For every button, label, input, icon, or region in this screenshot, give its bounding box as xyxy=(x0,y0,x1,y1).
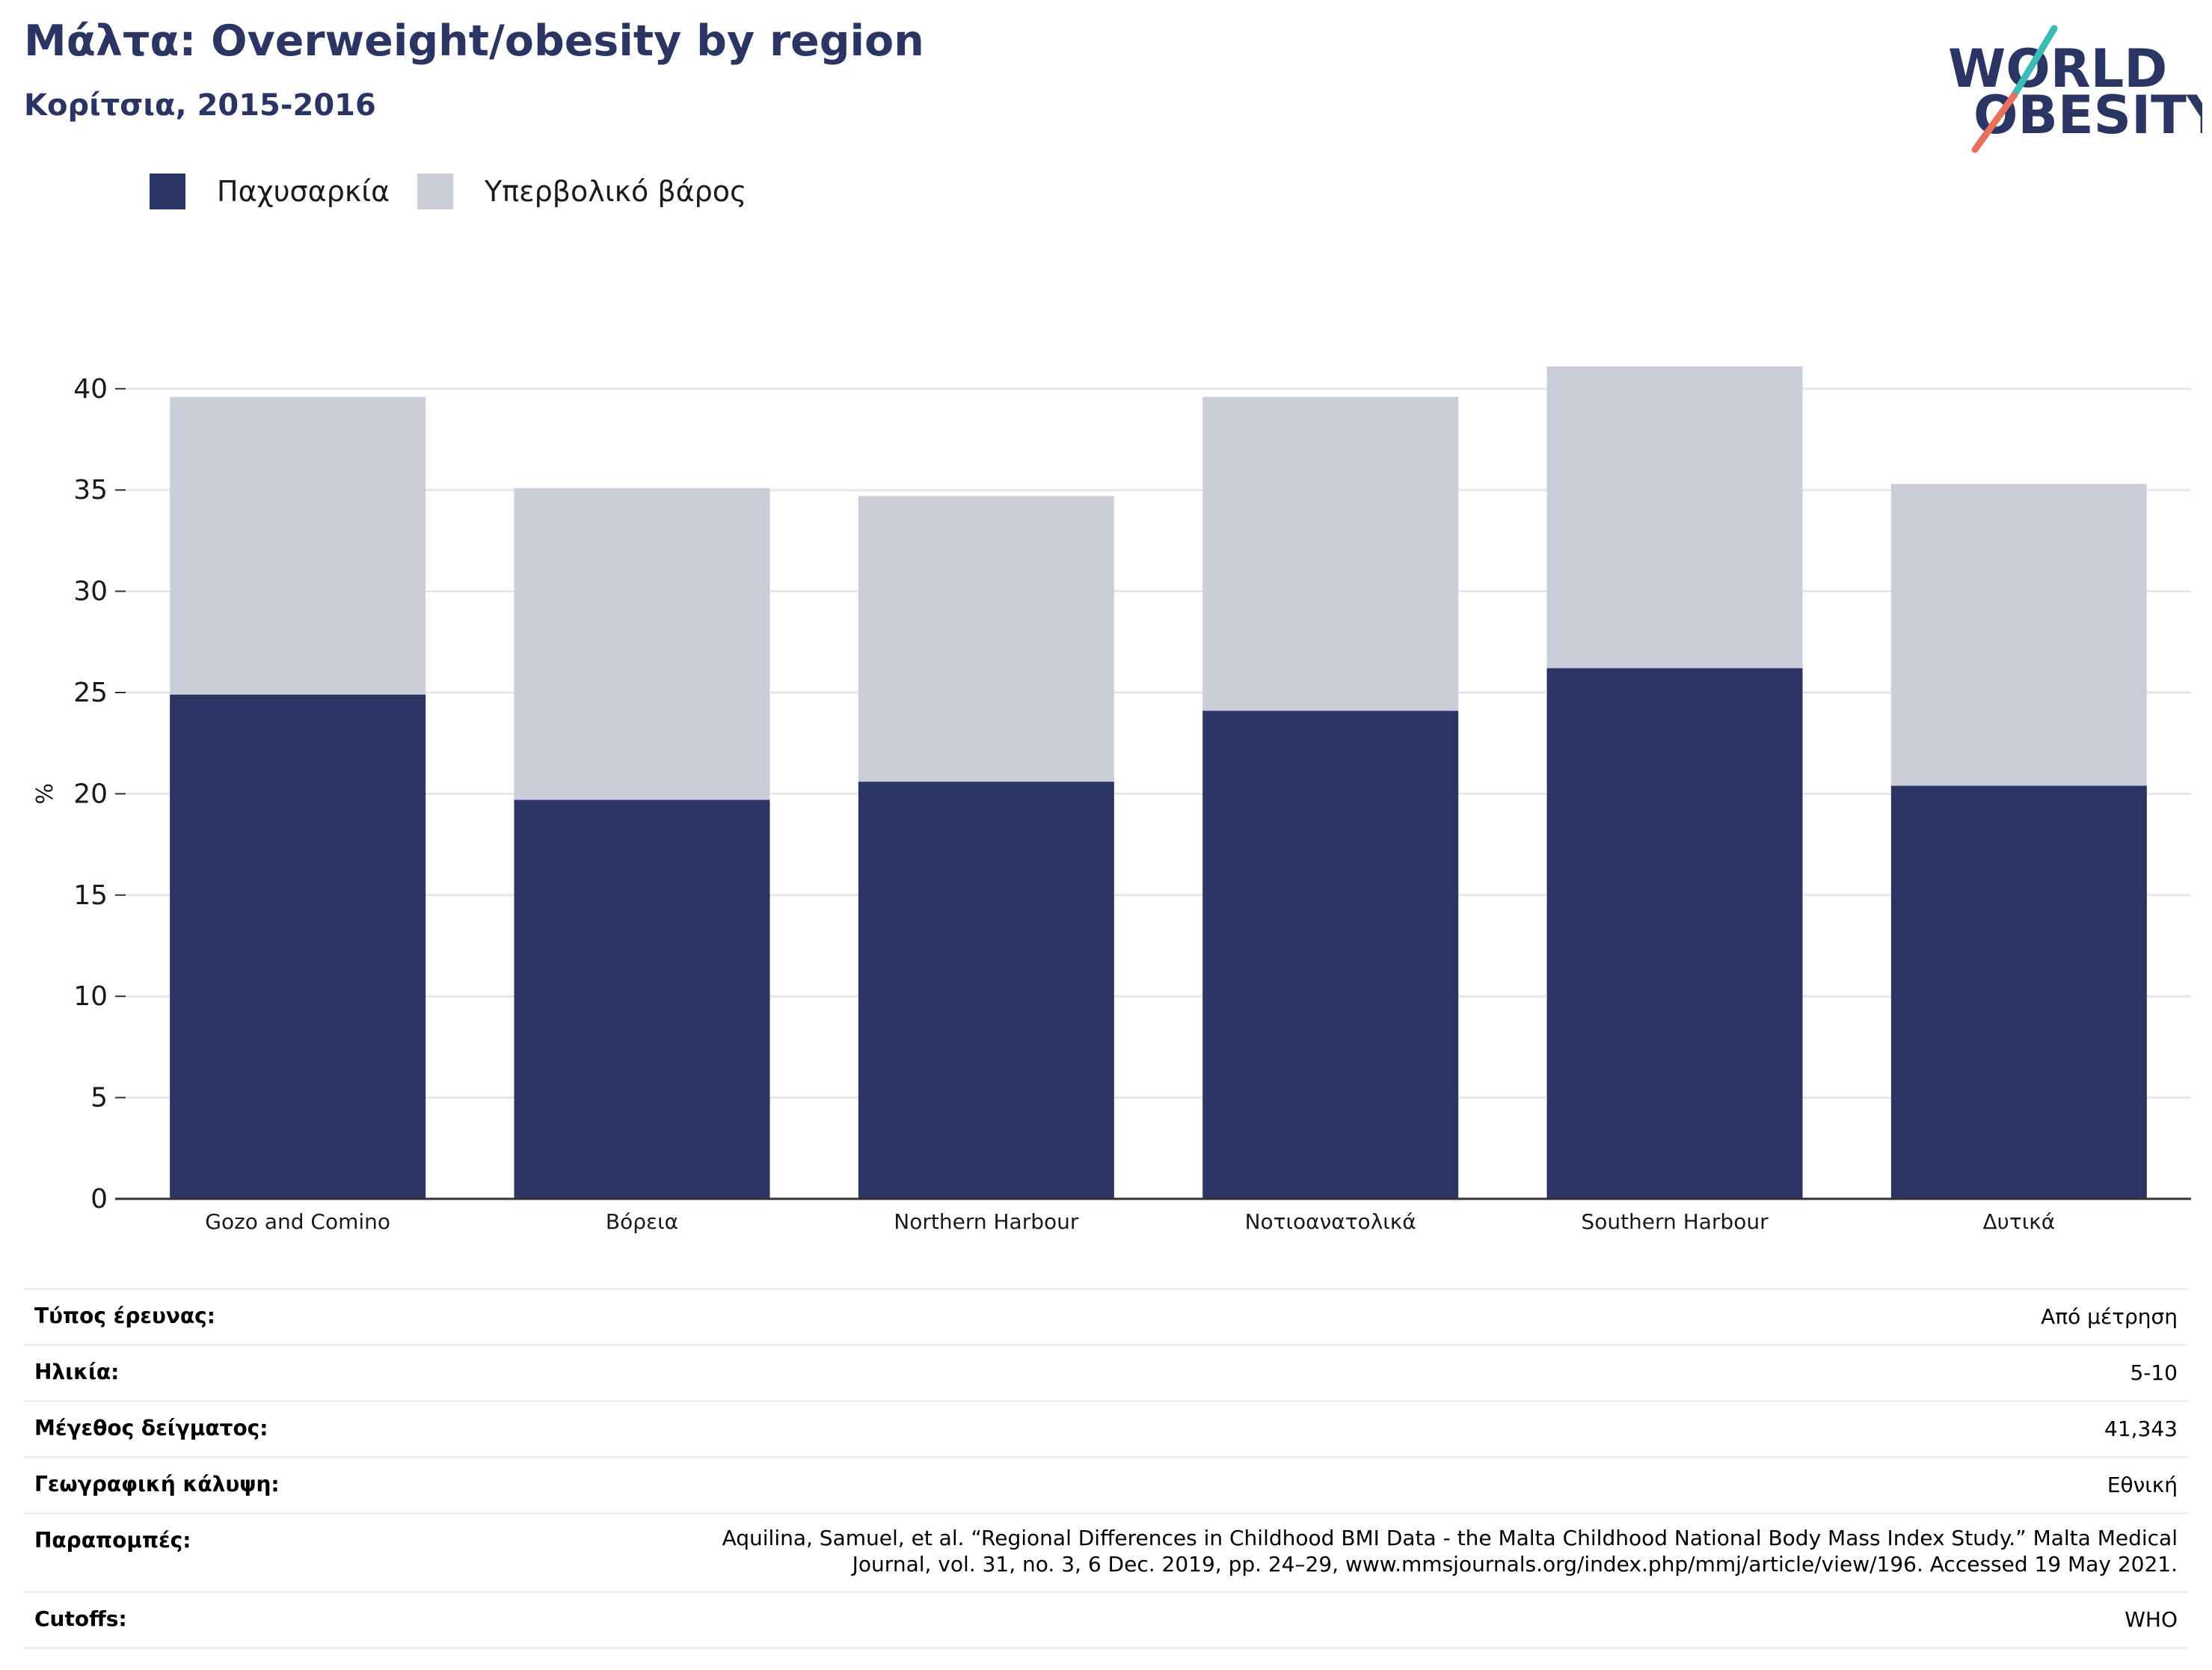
y-tick-label: 10 xyxy=(73,981,108,1012)
bar-obesity-3 xyxy=(1202,710,1459,1199)
logo-line2: OBESITY xyxy=(1973,85,2202,146)
bar-obesity-2 xyxy=(858,782,1114,1199)
info-key: Cutoffs: xyxy=(34,1606,127,1631)
world-obesity-logo: WORLD OBESITY xyxy=(1948,21,2212,156)
y-tick-label: 40 xyxy=(73,374,108,405)
chart-subtitle: Κορίτσια, 2015-2016 xyxy=(24,88,376,123)
x-tick-label: Βόρεια xyxy=(606,1209,678,1234)
info-key: Ηλικία: xyxy=(34,1360,120,1384)
info-table: Τύπος έρευνας: Από μέτρηση Ηλικία: 5-10 Μέγε… xyxy=(24,1288,2188,1649)
logo-line1: WORLD xyxy=(1948,38,2167,99)
info-value: 41,343 xyxy=(2104,1416,2178,1441)
info-value: 5-10 xyxy=(2130,1360,2178,1385)
info-value-line: Journal, vol. 31, no. 3, 6 Dec. 2019, pp… xyxy=(852,1552,2178,1577)
x-tick-label: Northern Harbour xyxy=(894,1209,1079,1234)
info-key: Τύπος έρευνας: xyxy=(34,1304,215,1328)
info-key: Γεωγραφική κάλυψη: xyxy=(34,1472,280,1496)
bar-obesity-0 xyxy=(170,694,426,1199)
info-row: Τύπος έρευνας: Από μέτρηση xyxy=(24,1288,2188,1344)
info-row: Παραπομπές: Aquilina, Samuel, et al. “Reg… xyxy=(24,1512,2188,1591)
bar-overweight-3 xyxy=(1202,396,1459,711)
legend-label-overweight: Υπερβολικό βάρος xyxy=(485,175,747,208)
y-tick-label: 5 xyxy=(90,1083,108,1114)
stacked-bar-chart: 0 5 10 15 20 25 30 35 40% Gozo and Comino Βόρεια No… xyxy=(32,366,2191,1234)
y-tick-label: 15 xyxy=(73,880,108,911)
info-key: Παραπομπές: xyxy=(34,1528,191,1553)
legend-label-obesity: Παχυσαρκία xyxy=(217,175,390,208)
info-row: Γεωγραφική κάλυψη: Εθνική xyxy=(24,1456,2188,1512)
y-tick-label: 25 xyxy=(73,678,108,708)
info-row: Ηλικία: 5-10 xyxy=(24,1344,2188,1400)
y-tick-label: 35 xyxy=(73,475,108,506)
logo-slash-coral xyxy=(1971,92,2018,153)
bar-overweight-2 xyxy=(858,496,1114,782)
x-tick-label: Gozo and Comino xyxy=(205,1209,390,1234)
logo-slash-teal xyxy=(2010,25,2058,99)
x-tick-label: Νοτιοανατολικά xyxy=(1245,1209,1416,1234)
y-axis-label: % xyxy=(32,783,58,805)
bar-overweight-1 xyxy=(514,488,770,800)
chart-title: Μάλτα: Overweight/obesity by region xyxy=(24,16,924,66)
info-value: Από μέτρηση xyxy=(2041,1304,2178,1329)
bar-overweight-0 xyxy=(170,396,426,695)
info-row: Cutoffs: WHO xyxy=(24,1591,2188,1649)
world-obesity-logo-mark: WORLD OBESITY xyxy=(1948,25,2212,153)
bar-obesity-5 xyxy=(1890,785,2147,1199)
x-tick-label: Δυτικά xyxy=(1983,1209,2056,1234)
info-key: Μέγεθος δείγματος: xyxy=(34,1416,268,1440)
info-value-line: Aquilina, Samuel, et al. “Regional Diffe… xyxy=(722,1526,2178,1550)
y-tick-label: 0 xyxy=(90,1184,108,1215)
y-tick-label: 30 xyxy=(73,577,108,607)
legend-swatch-obesity xyxy=(150,174,185,209)
bar-overweight-4 xyxy=(1546,366,1803,669)
bar-obesity-4 xyxy=(1546,668,1803,1199)
x-tick-label: Southern Harbour xyxy=(1581,1209,1769,1234)
legend-swatch-overweight xyxy=(417,174,453,209)
info-value: Εθνική xyxy=(2107,1473,2178,1497)
info-value: Aquilina, Samuel, et al. “Regional Diffe… xyxy=(722,1525,2178,1577)
bar-obesity-1 xyxy=(514,799,770,1199)
info-value: WHO xyxy=(2125,1607,2178,1632)
info-row: Μέγεθος δείγματος: 41,343 xyxy=(24,1400,2188,1456)
bar-overweight-5 xyxy=(1890,484,2147,786)
y-tick-label: 20 xyxy=(73,779,108,809)
